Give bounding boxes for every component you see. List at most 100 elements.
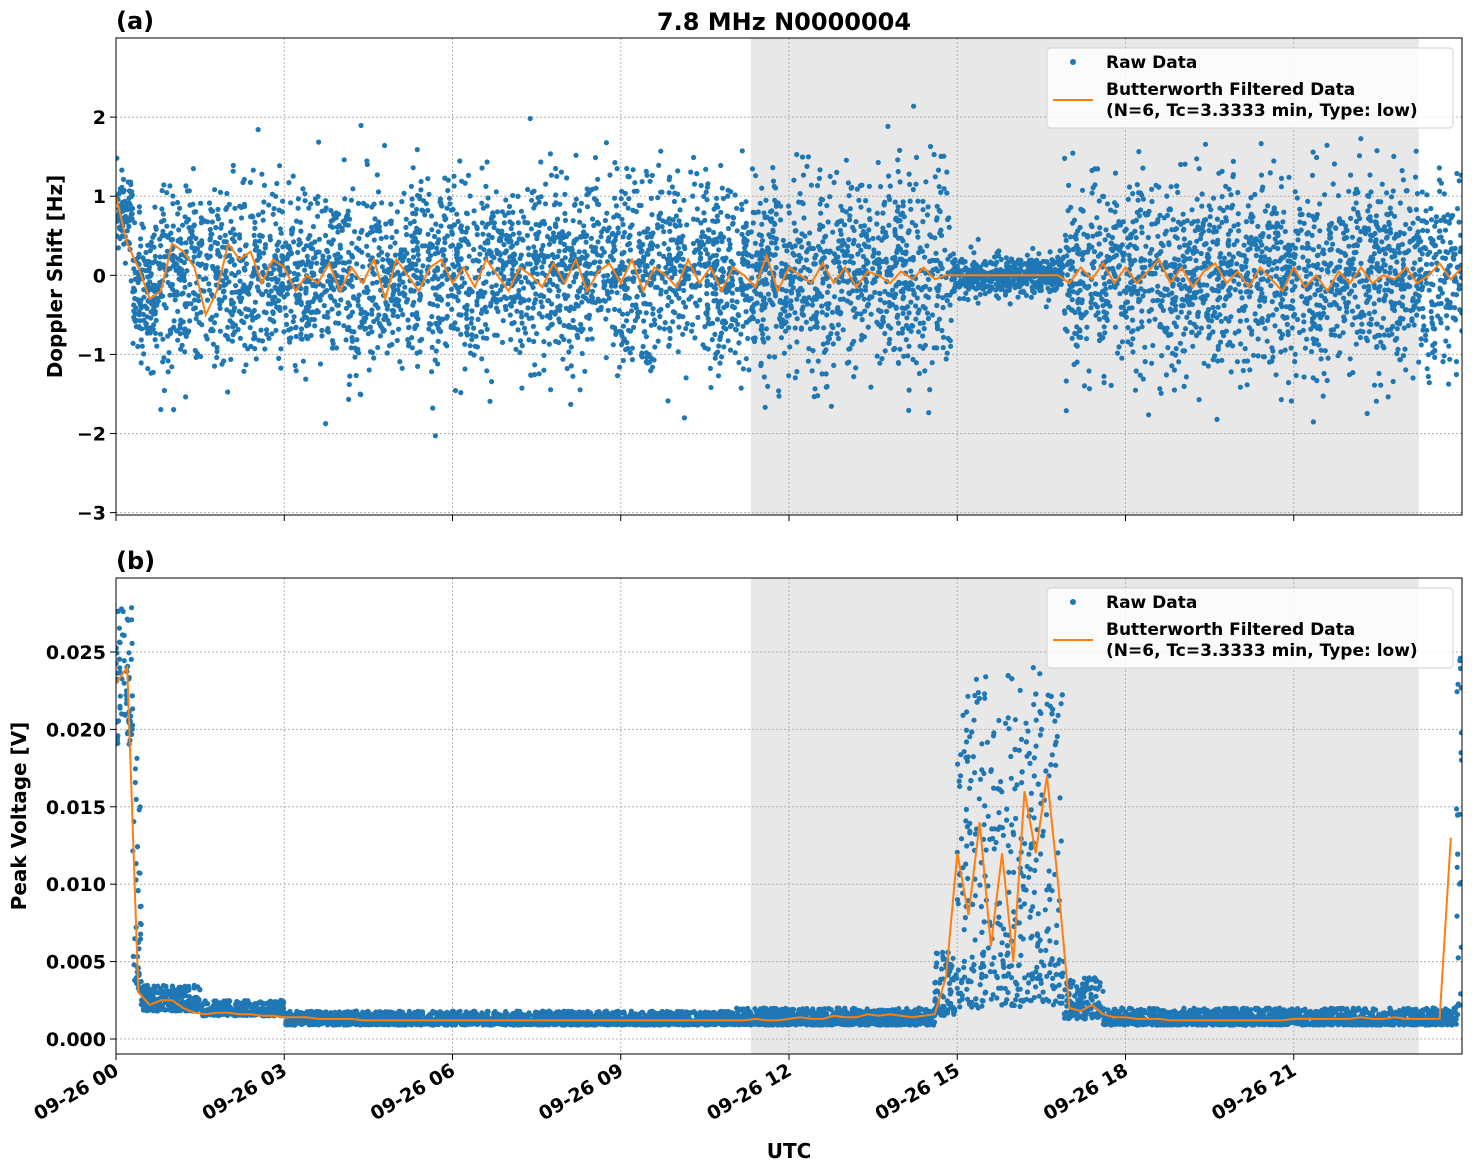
raw-data-point — [1199, 203, 1205, 209]
raw-data-point — [1452, 315, 1458, 322]
raw-data-point — [515, 193, 521, 199]
raw-data-point — [839, 288, 845, 294]
raw-data-point — [372, 216, 378, 222]
raw-data-point — [770, 165, 776, 171]
raw-data-point — [323, 421, 329, 427]
raw-data-point — [284, 321, 290, 327]
raw-data-point — [1387, 270, 1393, 276]
raw-data-point — [605, 278, 611, 284]
raw-data-point — [1359, 321, 1365, 327]
raw-data-point — [459, 228, 465, 235]
raw-data-point — [657, 313, 663, 320]
raw-data-point — [904, 242, 910, 248]
raw-data-point — [640, 277, 646, 283]
raw-data-point — [1383, 235, 1390, 241]
raw-data-point — [1324, 240, 1330, 246]
raw-data-point — [716, 277, 723, 283]
raw-data-point — [476, 258, 482, 264]
raw-data-point — [509, 243, 516, 249]
raw-data-point — [479, 220, 485, 226]
raw-data-point — [524, 232, 531, 239]
raw-data-point — [194, 311, 200, 317]
raw-data-point — [992, 254, 998, 260]
raw-data-point — [302, 191, 308, 197]
raw-data-point — [734, 228, 740, 234]
raw-data-point — [538, 159, 544, 165]
raw-data-point — [326, 254, 332, 260]
raw-data-point — [914, 295, 920, 301]
raw-data-point — [922, 254, 928, 260]
raw-data-point — [884, 308, 890, 314]
raw-data-point — [1376, 297, 1382, 303]
raw-data-point — [1374, 148, 1380, 154]
raw-data-point — [375, 189, 382, 195]
raw-data-point — [1458, 262, 1462, 268]
raw-data-point — [541, 339, 547, 345]
raw-data-point — [757, 200, 763, 206]
raw-data-point — [827, 194, 833, 200]
raw-data-point — [534, 331, 540, 337]
raw-data-point — [740, 366, 747, 372]
raw-data-point — [1310, 149, 1316, 155]
raw-data-point — [298, 336, 304, 342]
raw-data-point — [1425, 373, 1431, 380]
raw-data-point — [1429, 302, 1435, 308]
raw-data-point — [1237, 318, 1243, 324]
raw-data-point — [1435, 313, 1441, 319]
raw-data-point — [933, 250, 939, 256]
raw-data-point — [675, 349, 681, 355]
raw-data-point — [251, 232, 257, 238]
raw-data-point — [1217, 295, 1223, 301]
raw-data-point — [323, 198, 329, 204]
raw-data-point — [1130, 349, 1136, 355]
raw-data-point — [1244, 317, 1250, 323]
raw-data-point — [538, 299, 544, 305]
raw-data-point — [444, 205, 450, 211]
raw-data-point — [908, 206, 914, 212]
raw-data-point — [789, 290, 795, 296]
raw-data-point — [1086, 368, 1092, 374]
raw-data-point — [872, 278, 878, 284]
raw-data-point — [715, 218, 721, 224]
raw-data-point — [407, 220, 413, 226]
raw-data-point — [1424, 327, 1430, 333]
raw-data-point — [800, 172, 807, 178]
raw-data-point — [1432, 340, 1438, 346]
raw-data-point — [469, 332, 475, 338]
raw-data-point — [758, 360, 764, 366]
raw-data-point — [484, 159, 490, 165]
raw-data-point — [229, 338, 235, 344]
raw-data-point — [266, 335, 272, 341]
raw-data-point — [480, 293, 486, 300]
raw-data-point — [562, 217, 569, 223]
raw-data-point — [589, 336, 595, 342]
raw-data-point — [655, 195, 661, 201]
raw-data-point — [844, 252, 850, 258]
raw-data-point — [299, 259, 305, 265]
raw-data-point — [223, 275, 229, 281]
raw-data-point — [1202, 141, 1209, 147]
raw-data-point — [1406, 248, 1412, 254]
raw-data-point — [1120, 219, 1126, 225]
raw-data-point — [270, 310, 276, 316]
raw-data-point — [1444, 325, 1450, 331]
raw-data-point — [895, 235, 901, 241]
raw-data-point — [410, 165, 416, 171]
raw-data-point — [749, 166, 756, 172]
raw-data-point — [798, 326, 805, 332]
raw-data-point — [825, 219, 831, 225]
raw-data-point — [467, 343, 473, 349]
raw-data-point — [649, 260, 655, 266]
raw-data-point — [816, 175, 823, 181]
raw-data-point — [1446, 381, 1452, 387]
raw-data-point — [1376, 248, 1383, 255]
raw-data-point — [960, 267, 966, 273]
raw-data-point — [1140, 165, 1146, 171]
raw-data-point — [229, 289, 235, 296]
raw-data-point — [1322, 192, 1328, 198]
raw-data-point — [635, 310, 641, 316]
raw-data-point — [703, 247, 709, 253]
raw-data-point — [1401, 231, 1407, 237]
raw-data-point — [858, 223, 864, 229]
raw-data-point — [1217, 339, 1224, 345]
